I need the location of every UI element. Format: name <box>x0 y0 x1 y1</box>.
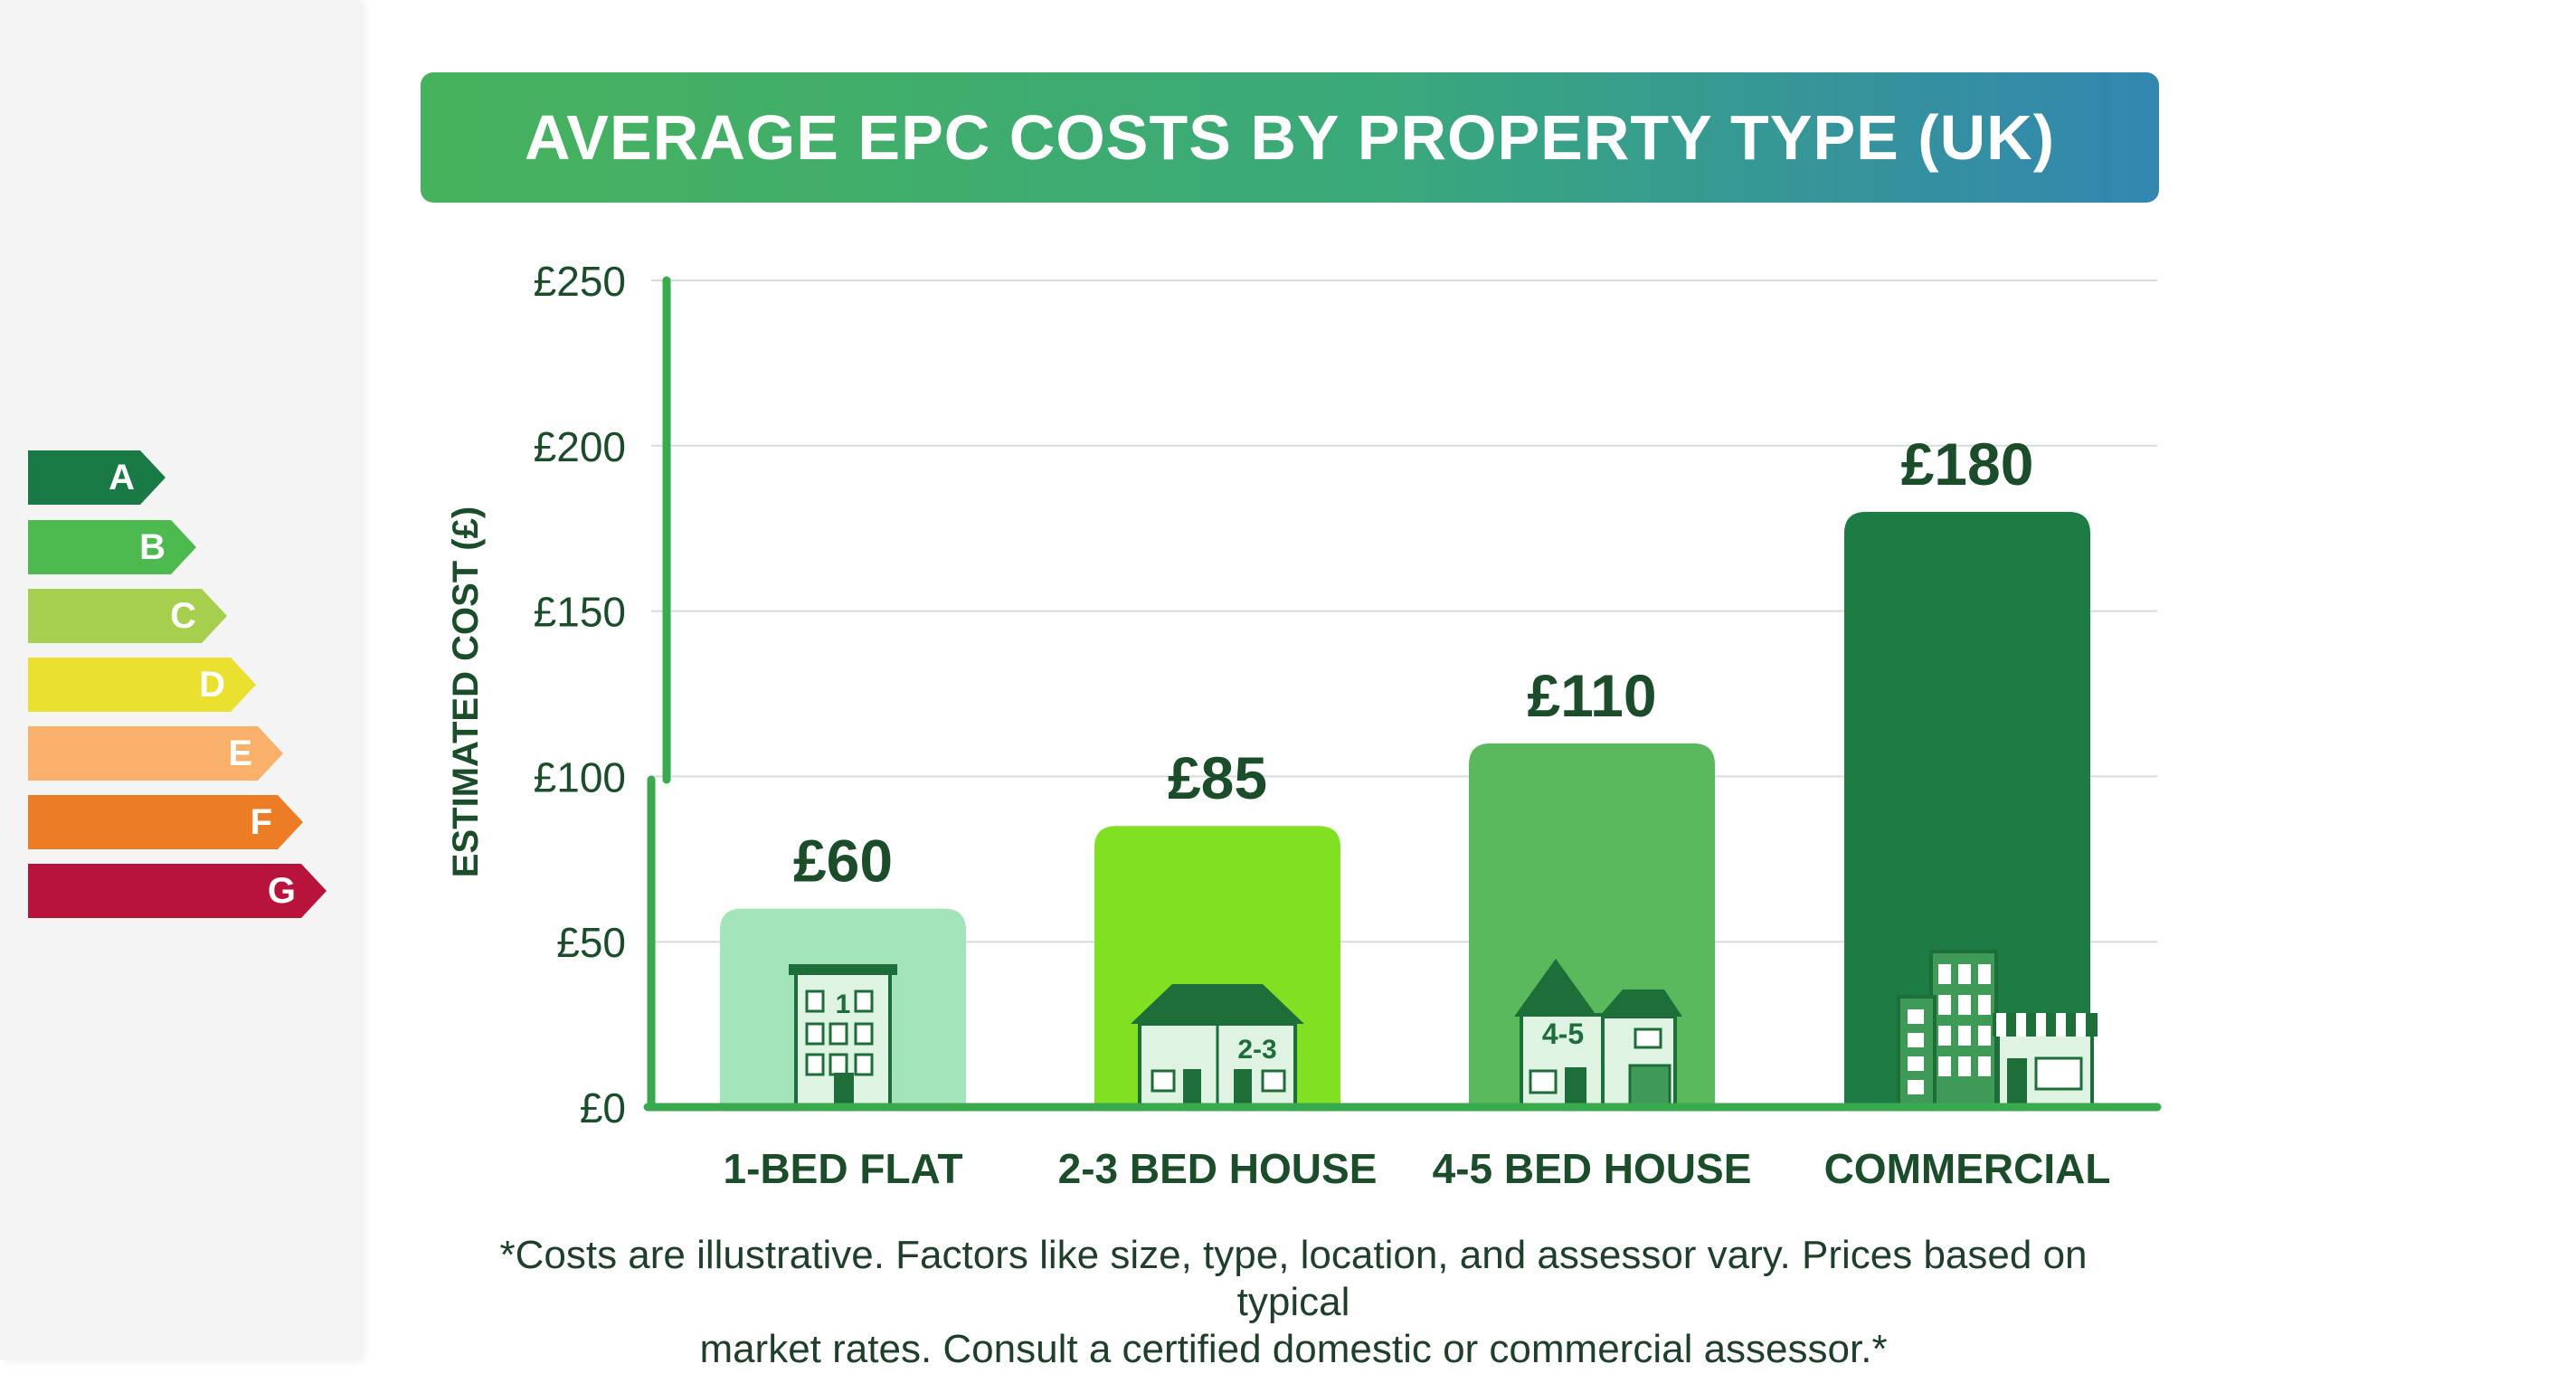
window <box>1958 1056 1971 1076</box>
y-tick-label: £150 <box>534 589 626 636</box>
detached-house-icon: 4-5 <box>1514 959 1682 1109</box>
window <box>1908 1033 1924 1047</box>
window <box>1908 1009 1924 1024</box>
window <box>1634 1027 1662 1049</box>
window <box>1978 995 1991 1015</box>
window <box>1978 964 1991 984</box>
bar-group: £60 1 <box>720 828 966 1109</box>
y-tick-label: £250 <box>534 258 626 305</box>
window <box>1958 1026 1971 1046</box>
bar-value-label: £85 <box>1168 744 1267 811</box>
awning-stripe <box>2036 1013 2046 1037</box>
window <box>829 1022 848 1046</box>
window <box>1938 1056 1951 1076</box>
epc-band-d: D <box>28 658 256 712</box>
window <box>1529 1069 1558 1094</box>
window <box>1938 995 1951 1015</box>
bar-group: £180 <box>1844 431 2098 1109</box>
awning-stripe <box>1996 1013 2006 1037</box>
window <box>1938 1026 1951 1046</box>
bar-value-label: £180 <box>1901 431 2034 497</box>
door <box>834 1073 854 1107</box>
shop-window <box>2034 1056 2083 1091</box>
icon-label: 1 <box>836 990 851 1019</box>
y-tick-label: £100 <box>534 753 626 800</box>
icon-label: 4-5 <box>1542 1018 1584 1050</box>
title-banner: AVERAGE EPC COSTS BY PROPERTY TYPE (UK) <box>421 72 2159 203</box>
bar-group: £85 2-3 <box>1094 744 1340 1109</box>
window <box>1978 1056 1991 1076</box>
footnote-line-2: market rates. Consult a certified domest… <box>699 1327 1888 1371</box>
door <box>1565 1067 1586 1107</box>
window <box>854 1053 874 1076</box>
window <box>1958 995 1971 1015</box>
epc-band-c: C <box>28 589 227 643</box>
x-tick-label: COMMERCIAL <box>1824 1145 2111 1192</box>
shop-door <box>2007 1058 2027 1107</box>
door <box>1234 1069 1252 1107</box>
garage-door <box>1628 1064 1672 1109</box>
y-tick-label: £50 <box>556 919 626 966</box>
window <box>1958 964 1971 984</box>
window <box>805 1022 825 1046</box>
window <box>1938 964 1951 984</box>
x-tick-label: 4-5 BED HOUSE <box>1433 1145 1752 1192</box>
epc-band-f: F <box>28 795 303 849</box>
bar <box>1844 511 2090 1107</box>
bar-group: £110 4-5 <box>1469 662 1715 1109</box>
epc-band-a: A <box>28 450 166 505</box>
window <box>1978 1026 1991 1046</box>
window <box>1908 1056 1924 1071</box>
epc-band-b: B <box>28 520 196 574</box>
window <box>805 1053 825 1076</box>
y-tick-label: £0 <box>580 1084 626 1132</box>
commercial-building-icon <box>1897 950 2098 1109</box>
apartment-building-icon: 1 <box>789 964 897 1109</box>
roof-band <box>789 964 897 975</box>
footnote: *Costs are illustrative. Factors like si… <box>452 1232 2135 1373</box>
window <box>854 1022 874 1046</box>
window <box>1908 1080 1924 1094</box>
icon-label: 2-3 <box>1237 1035 1276 1065</box>
side-roof <box>1599 990 1682 1017</box>
roof <box>1514 959 1597 1017</box>
epc-band-g: G <box>28 864 327 918</box>
x-tick-label: 1-BED FLAT <box>724 1145 963 1192</box>
door <box>1183 1069 1201 1107</box>
awning-stripe <box>2076 1013 2086 1037</box>
x-tick-label: 2-3 BED HOUSE <box>1058 1145 1378 1192</box>
awning-stripe <box>2016 1013 2026 1037</box>
window <box>829 1053 848 1076</box>
window <box>854 990 874 1013</box>
bar-value-label: £60 <box>793 828 893 895</box>
window <box>1261 1069 1286 1093</box>
awning-stripe <box>2056 1013 2066 1037</box>
bar-value-label: £110 <box>1527 662 1656 729</box>
window <box>805 990 825 1013</box>
y-tick-label: £200 <box>534 423 626 470</box>
y-axis-label: ESTIMATED COST (£) <box>446 507 486 877</box>
footnote-line-1: *Costs are illustrative. Factors like si… <box>499 1233 2088 1324</box>
epc-band-e: E <box>28 726 283 781</box>
chart-title: AVERAGE EPC COSTS BY PROPERTY TYPE (UK) <box>524 102 2056 173</box>
semi-detached-house-icon: 2-3 <box>1131 984 1304 1109</box>
window <box>1151 1069 1176 1093</box>
